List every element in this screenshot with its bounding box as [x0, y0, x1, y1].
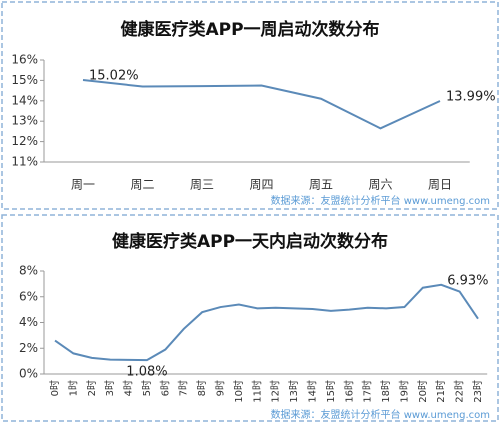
chart-title: 健康医疗类APP一天内启动次数分布: [112, 231, 388, 252]
x-tick-label: 20时: [417, 380, 429, 403]
x-tick-label: 17时: [362, 380, 374, 403]
x-tick-label: 周日: [428, 178, 452, 192]
line: [82, 78, 441, 130]
x-tick-label: 14时: [306, 380, 318, 403]
x-tick-label: 3时: [104, 380, 116, 396]
y-tick-label: 13%: [11, 114, 38, 128]
data-label: 15.02%: [89, 68, 139, 83]
y-tick-label: 8%: [19, 264, 38, 278]
data-label: 1.08%: [126, 365, 167, 380]
x-tick-label: 16时: [343, 380, 355, 403]
x-tick-label: 1时: [67, 380, 79, 396]
x-tick-label: 13时: [288, 380, 300, 403]
x-tick-label: 10时: [233, 380, 245, 403]
x-tick-label: 8时: [196, 380, 208, 396]
x-tick-label: 9时: [215, 380, 227, 396]
y-tick-label: 2%: [19, 341, 38, 355]
x-tick-label: 周一: [71, 178, 95, 192]
y-tick-label: 16%: [11, 53, 38, 67]
x-tick-label: 12时: [270, 380, 282, 403]
x-tick-label: 19时: [398, 380, 410, 403]
data-label: 6.93%: [447, 273, 488, 288]
chart-frame: [1, 214, 499, 422]
x-tick-label: 2时: [86, 380, 98, 396]
x-tick-label: 周三: [190, 178, 214, 192]
x-tick-label: 4时: [123, 380, 135, 396]
x-tick-label: 周五: [309, 178, 333, 192]
x-tick-label: 周六: [368, 178, 392, 192]
y-tick-label: 0%: [19, 367, 38, 381]
source-note: 数据来源：友盟统计分析平台 www.umeng.com: [271, 194, 490, 207]
x-tick-label: 6时: [159, 380, 171, 396]
data-label: 13.99%: [446, 90, 496, 105]
y-tick-label: 12%: [11, 134, 38, 148]
x-tick-label: 周四: [249, 178, 273, 192]
line: [54, 283, 479, 362]
source-note: 数据来源：友盟统计分析平台 www.umeng.com: [271, 408, 490, 421]
chart-frame: [1, 1, 499, 210]
x-tick-label: 11时: [251, 380, 263, 403]
x-tick-label: 15时: [325, 380, 337, 403]
y-tick-label: 4%: [19, 315, 38, 329]
chart-title: 健康医疗类APP一周启动次数分布: [120, 19, 379, 40]
x-tick-label: 21时: [435, 380, 447, 403]
y-tick-label: 11%: [11, 155, 38, 169]
x-tick-label: 0时: [49, 380, 61, 396]
y-tick-label: 6%: [19, 289, 38, 303]
y-tick-label: 14%: [11, 93, 38, 107]
x-tick-label: 5时: [141, 380, 153, 396]
x-tick-label: 7时: [178, 380, 190, 396]
x-tick-label: 18时: [380, 380, 392, 403]
y-tick-label: 15%: [11, 73, 38, 87]
x-tick-label: 22时: [454, 380, 466, 403]
x-tick-label: 23时: [472, 380, 484, 403]
x-tick-label: 周二: [130, 178, 154, 192]
